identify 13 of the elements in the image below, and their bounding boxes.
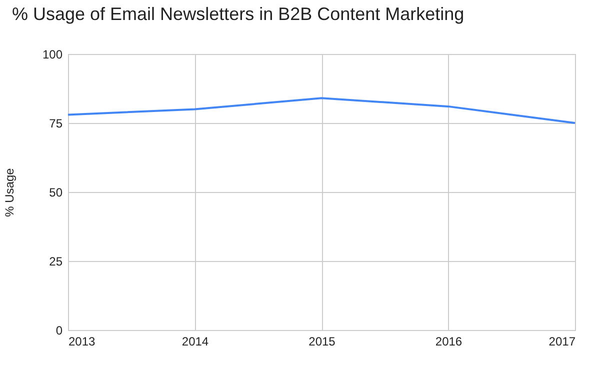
x-tick-label: 2017 xyxy=(548,334,576,348)
y-tick-label: 25 xyxy=(49,254,63,268)
x-tick-label: 2013 xyxy=(68,334,96,348)
y-tick-label: 0 xyxy=(56,324,63,338)
y-tick-label: 75 xyxy=(49,116,63,130)
y-axis-title: % Usage xyxy=(2,168,16,217)
y-tick-label: 50 xyxy=(49,186,63,200)
chart-title: % Usage of Email Newsletters in B2B Content Marketing xyxy=(12,4,464,24)
y-tick-label: 100 xyxy=(42,48,63,62)
line-series xyxy=(67,97,576,124)
x-tick-label: 2015 xyxy=(308,334,336,348)
x-tick-label: 2016 xyxy=(435,334,462,348)
x-tick-label: 2014 xyxy=(182,334,209,348)
